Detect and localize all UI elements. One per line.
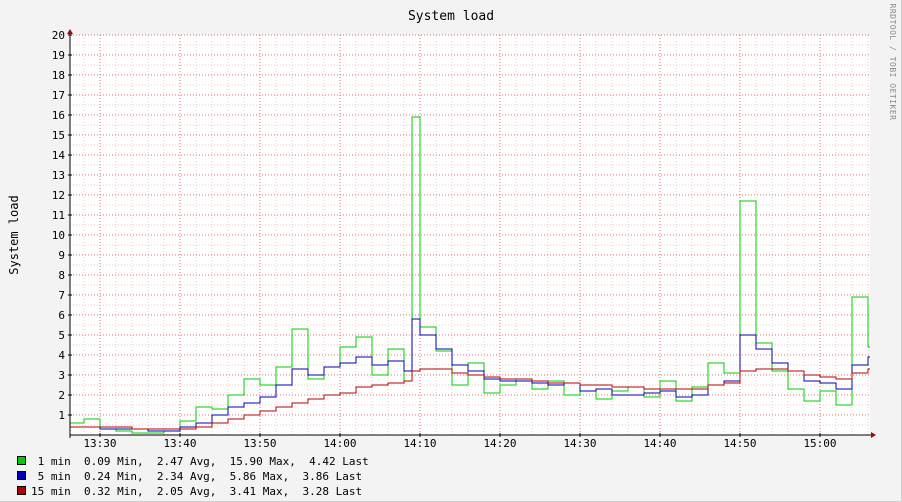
x-tick-label: 14:20 [483,437,516,450]
watermark: RRDTOOL / TOBI OETIKER [888,4,897,121]
x-tick-label: 13:50 [243,437,276,450]
legend-swatch-1-min [17,456,26,465]
y-tick-label: 11 [52,209,65,222]
y-tick-label: 4 [58,349,65,362]
y-tick-label: 7 [58,289,65,302]
y-tick-label: 12 [52,189,65,202]
y-tick-label: 8 [58,269,65,282]
y-tick-label: 6 [58,309,65,322]
y-axis-label: System load [7,195,21,274]
y-tick-label: 18 [52,69,65,82]
x-tick-label: 14:30 [563,437,596,450]
legend-entry-5-min: 5 min 0.24 Min, 2.34 Avg, 5.86 Max, 3.86… [31,470,362,483]
x-axis-arrow [871,432,876,438]
y-tick-label: 13 [52,169,65,182]
y-tick-label: 19 [52,49,65,62]
y-tick-label: 16 [52,109,65,122]
legend-entry-1-min: 1 min 0.09 Min, 2.47 Avg, 15.90 Max, 4.4… [31,455,369,468]
y-tick-label: 9 [58,249,65,262]
y-tick-label: 2 [58,389,65,402]
y-tick-label: 10 [52,229,65,242]
grid-lines [70,34,870,435]
legend: 1 min 0.09 Min, 2.47 Avg, 15.90 Max, 4.4… [17,455,369,498]
y-tick-label: 14 [52,149,66,162]
y-axis-arrow [67,29,73,34]
series-line-1-min [70,116,870,434]
x-tick-label: 14:40 [643,437,676,450]
series-line-5-min [70,318,870,432]
x-tick-labels: 13:30 13:40 13:50 14:00 14:10 14:20 14:30 14:40… [83,433,837,450]
y-tick-label: 5 [58,329,65,342]
series-lines [70,116,870,434]
legend-swatch-5-min [17,471,26,480]
y-tick-label: 3 [58,369,65,382]
legend-swatch-15-min [17,486,26,495]
x-tick-label: 15:00 [803,437,836,450]
y-tick-label: 20 [52,29,65,42]
series-line-15-min [70,368,870,430]
x-tick-label: 14:10 [403,437,436,450]
x-tick-label: 14:50 [723,437,756,450]
chart-title: System load [408,9,494,24]
legend-entry-15-min: 15 min 0.32 Min, 2.05 Avg, 3.41 Max, 3.2… [31,485,362,498]
x-tick-label: 14:00 [323,437,356,450]
y-tick-label: 17 [52,89,65,102]
x-tick-label: 13:40 [163,437,196,450]
x-tick-label: 13:30 [83,437,116,450]
y-tick-label: 1 [58,409,65,422]
y-tick-label: 15 [52,129,65,142]
